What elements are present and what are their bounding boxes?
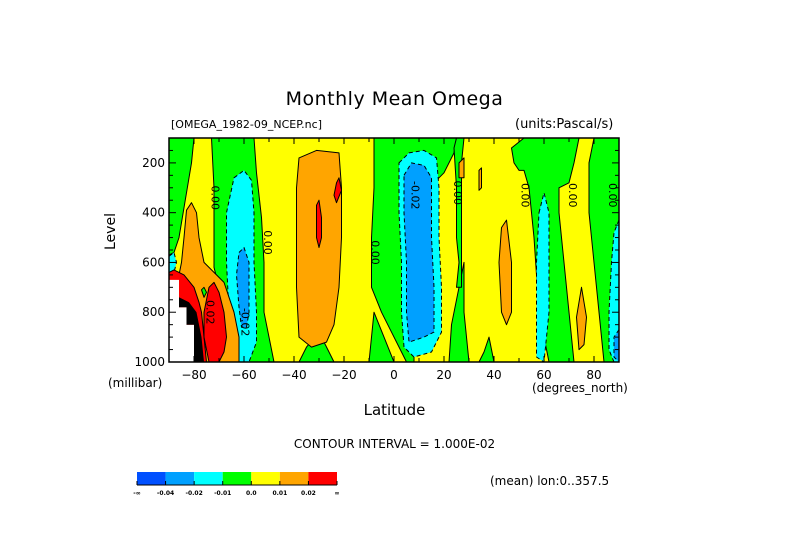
contour-region (296, 149, 342, 348)
x-tick-label: 20 (436, 368, 451, 382)
contour-region (478, 167, 482, 191)
x-axis-label: Latitude (0, 401, 789, 419)
contour-interval-text: CONTOUR INTERVAL = 1.000E-02 (293, 437, 496, 451)
dataset-filename: [OMEGA_1982-09_NCEP.nc] (171, 118, 322, 131)
legend-swatch (251, 472, 280, 485)
contour-region (316, 199, 322, 248)
contour-region (478, 336, 495, 362)
contour-region (458, 157, 465, 179)
missing-data-region (169, 279, 194, 362)
legend-swatch (222, 472, 252, 485)
contour-label: 0.00 (209, 185, 222, 210)
contour-label: -0.02 (239, 308, 252, 336)
legend-swatch (137, 472, 166, 485)
x-axis-label-text: Latitude (363, 401, 426, 419)
legend-swatch (308, 472, 337, 485)
contour-label: 0.00 (369, 240, 382, 265)
axes: −80 −60 −40 −20 0 20 40 60 80 200 400 600 800 1000 (134, 137, 620, 382)
contour-region (201, 286, 207, 298)
contour-label: 0.00 (451, 181, 464, 206)
contour-region (613, 329, 619, 362)
legend-label: 0.01 (272, 490, 287, 497)
x-tick-label: 40 (486, 368, 501, 382)
contour-region (333, 177, 342, 204)
chart-title: Monthly Mean Omega (285, 88, 504, 110)
y-tick-label: 800 (142, 305, 165, 319)
contour-label: 0.00 (606, 183, 619, 208)
mean-longitude-note: (mean) lon:0..357.5 (490, 474, 610, 488)
x-axis-units: (degrees_north) (532, 381, 628, 395)
x-tick-label: 0 (390, 368, 398, 382)
legend-label: -∞ (133, 490, 141, 497)
contour-label: 0.00 (566, 183, 579, 208)
contour-region (236, 247, 250, 328)
units-label: (units:Pascal/s) (515, 117, 614, 132)
legend-label: -0.04 (157, 490, 174, 497)
x-tick-label: −80 (181, 368, 206, 382)
y-tick-label: 600 (142, 255, 165, 269)
contour-region (403, 162, 435, 343)
x-tick-label: 60 (536, 368, 551, 382)
contour-region (576, 286, 587, 351)
contour-region (608, 219, 619, 362)
legend-swatch (165, 472, 195, 485)
y-tick-label: 400 (142, 206, 165, 220)
contour-region (498, 219, 512, 326)
contour-label: 0.02 (204, 300, 217, 325)
legend-swatch (194, 472, 223, 485)
y-tick-label: 1000 (134, 355, 165, 369)
contour-region (169, 252, 177, 276)
legend-label: ∞ (335, 490, 340, 497)
legend-label: -0.01 (214, 490, 231, 497)
contour-region (368, 311, 395, 362)
legend-label: 0.02 (301, 490, 316, 497)
color-legend: -∞ -0.04 -0.02 -0.01 0.0 0.01 0.02 ∞ (133, 472, 340, 497)
legend-label: -0.02 (185, 490, 202, 497)
legend-label: 0.0 (246, 490, 257, 497)
contour-region (536, 192, 550, 362)
x-tick-label: −20 (331, 368, 356, 382)
missing-data-region (179, 297, 204, 362)
x-tick-label: −60 (231, 368, 256, 382)
x-tick-label: −40 (281, 368, 306, 382)
contour-label: 0.00 (519, 183, 532, 208)
legend-swatch (279, 472, 309, 485)
x-tick-label: 80 (586, 368, 601, 382)
y-tick-label: 200 (142, 156, 165, 170)
contour-label: -0.02 (409, 181, 422, 209)
y-axis-units: (millibar) (108, 376, 163, 390)
contour-fills (169, 138, 619, 362)
contour-region (203, 281, 227, 362)
contour-label: 0.00 (261, 230, 274, 255)
contour-labels: 0.00 0.00 -0.02 0.02 0.00 -0.02 0.00 0.00 0.00 0.… (204, 181, 620, 337)
